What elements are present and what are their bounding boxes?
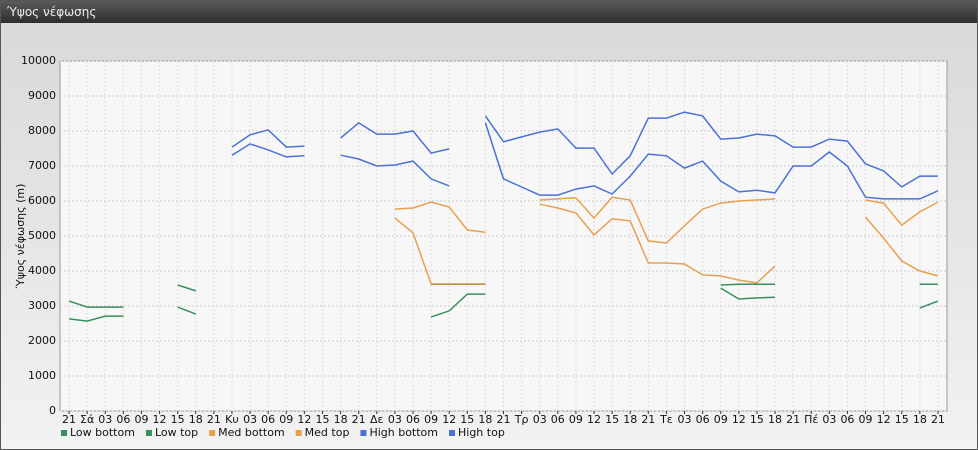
legend-label: High top bbox=[458, 426, 505, 439]
x-tick-label: 15 bbox=[315, 413, 329, 426]
legend-label: Med bottom bbox=[218, 426, 285, 439]
x-tick-label: 09 bbox=[134, 413, 148, 426]
x-tick-label: 06 bbox=[261, 413, 275, 426]
legend-swatch bbox=[295, 430, 302, 436]
window-title: Ύψος νέφωσης bbox=[1, 1, 977, 23]
legend-label: High bottom bbox=[369, 426, 438, 439]
x-tick-label: 06 bbox=[840, 413, 854, 426]
x-tick-label: 09 bbox=[424, 413, 438, 426]
x-tick-label: 06 bbox=[116, 413, 130, 426]
legend-swatch bbox=[449, 430, 455, 436]
x-tick-label: 12 bbox=[297, 413, 311, 426]
x-tick-label: 21 bbox=[352, 413, 366, 426]
x-tick-label: 21 bbox=[786, 413, 800, 426]
x-tick-label: 12 bbox=[153, 413, 167, 426]
x-tick-label: 12 bbox=[732, 413, 746, 426]
x-tick-label: 03 bbox=[388, 413, 402, 426]
x-tick-label: 21 bbox=[62, 413, 76, 426]
x-tick-label: 15 bbox=[895, 413, 909, 426]
legend-label: Low top bbox=[155, 426, 198, 439]
legend-swatch bbox=[360, 430, 367, 436]
x-tick-label: 18 bbox=[623, 413, 637, 426]
x-tick-label: 21 bbox=[931, 413, 945, 426]
series-line bbox=[231, 122, 939, 200]
y-tick-label: 8000 bbox=[28, 124, 56, 137]
x-tick-label: 03 bbox=[822, 413, 836, 426]
x-tick-label: 03 bbox=[678, 413, 692, 426]
legend-label: Med top bbox=[305, 426, 350, 439]
x-tick-label: Δε bbox=[370, 413, 384, 426]
y-tick-label: 1000 bbox=[28, 369, 56, 382]
y-tick-label: 5000 bbox=[28, 229, 56, 242]
x-tick-label: 21 bbox=[641, 413, 655, 426]
x-tick-label: 09 bbox=[569, 413, 583, 426]
series-line bbox=[394, 196, 939, 244]
x-tick-label: 12 bbox=[587, 413, 601, 426]
x-tick-label: 15 bbox=[750, 413, 764, 426]
x-tick-label: 09 bbox=[279, 413, 293, 426]
series-line bbox=[394, 203, 939, 285]
x-tick-label: 21 bbox=[207, 413, 221, 426]
series-line bbox=[231, 111, 938, 188]
legend-label: Low bottom bbox=[70, 426, 135, 439]
y-tick-label: 6000 bbox=[28, 194, 56, 207]
x-tick-label: 21 bbox=[497, 413, 511, 426]
x-tick-label: 06 bbox=[551, 413, 565, 426]
y-tick-label: 0 bbox=[49, 404, 56, 417]
y-tick-label: 2000 bbox=[28, 334, 56, 347]
x-tick-label: 15 bbox=[171, 413, 185, 426]
x-tick-label: 18 bbox=[478, 413, 492, 426]
legend-swatch bbox=[61, 430, 67, 436]
series-line bbox=[69, 287, 939, 322]
y-tick-label: 7000 bbox=[28, 159, 56, 172]
plot-area bbox=[59, 60, 948, 412]
x-tick-label: 03 bbox=[98, 413, 112, 426]
x-tick-label: Τρ bbox=[514, 413, 529, 426]
legend-swatch bbox=[145, 430, 152, 436]
x-tick-label: 15 bbox=[605, 413, 619, 426]
y-tick-label: 3000 bbox=[28, 299, 56, 312]
legend-swatch bbox=[209, 430, 216, 436]
x-tick-label: Πέ bbox=[804, 413, 818, 426]
x-tick-label: 06 bbox=[406, 413, 420, 426]
x-tick-label: 09 bbox=[714, 413, 728, 426]
x-tick-label: 18 bbox=[189, 413, 203, 426]
x-tick-label: 03 bbox=[533, 413, 547, 426]
x-tick-label: Σά bbox=[80, 413, 94, 426]
x-tick-label: 12 bbox=[877, 413, 891, 426]
x-tick-label: 18 bbox=[913, 413, 927, 426]
x-tick-label: Κυ bbox=[225, 413, 239, 426]
y-axis-label: Ύψος νέφωσης (m) bbox=[14, 184, 27, 290]
x-tick-label: 18 bbox=[334, 413, 348, 426]
x-tick-label: 18 bbox=[768, 413, 782, 426]
x-tick-label: 03 bbox=[243, 413, 257, 426]
x-tick-label: 06 bbox=[696, 413, 710, 426]
y-tick-label: 4000 bbox=[28, 264, 56, 277]
x-tick-label: 12 bbox=[442, 413, 456, 426]
x-tick-label: 15 bbox=[460, 413, 474, 426]
y-tick-label: 9000 bbox=[28, 89, 56, 102]
y-tick-label: 10000 bbox=[21, 54, 56, 67]
x-tick-label: 09 bbox=[859, 413, 873, 426]
x-tick-label: Τε bbox=[659, 413, 673, 426]
